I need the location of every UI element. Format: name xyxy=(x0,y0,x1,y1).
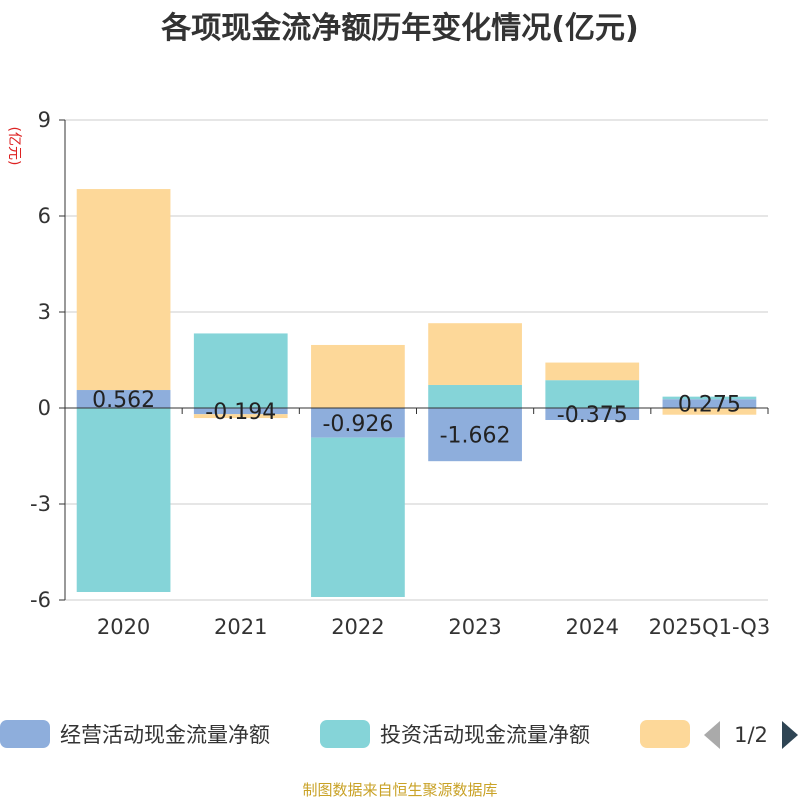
y-tick-label: 6 xyxy=(38,204,51,228)
legend: 经营活动现金流量净额 投资活动现金流量净额 1/2 xyxy=(0,720,798,749)
legend-page-indicator: 1/2 xyxy=(734,723,768,747)
bar-s1-2023 xyxy=(428,408,522,462)
x-tick-label: 2020 xyxy=(97,615,150,639)
y-tick-label: -6 xyxy=(30,588,51,612)
legend-swatch xyxy=(320,720,370,748)
x-tick-label: 2022 xyxy=(331,615,384,639)
bar-s2-2023 xyxy=(428,384,522,408)
data-label: -0.926 xyxy=(322,412,393,437)
y-tick-label: 0 xyxy=(38,396,51,420)
y-tick-label: 9 xyxy=(38,108,51,132)
source-note: 制图数据来自恒生聚源数据库 xyxy=(302,781,497,799)
bar-s3-2020 xyxy=(76,189,171,391)
bar-s1-2022 xyxy=(311,408,405,438)
bar-s1-2025Q1-Q3 xyxy=(662,399,757,408)
bars xyxy=(76,189,757,597)
data-labels: 0.562 -0.194 -0.926 -1.662 -0.375 0.275 xyxy=(92,388,741,449)
y-tick-label: -3 xyxy=(30,492,51,516)
chart-title: 各项现金流净额历年变化情况(亿元) xyxy=(160,11,638,46)
legend-swatch xyxy=(640,720,690,748)
bar-s2-2022 xyxy=(311,437,405,597)
bar-s3-2023 xyxy=(428,323,522,385)
x-tick-label: 2023 xyxy=(448,615,501,639)
prev-page-icon[interactable] xyxy=(704,721,720,749)
y-axis-ticks: 9 6 3 0 -3 -6 xyxy=(30,108,65,612)
data-label: -0.375 xyxy=(557,403,628,428)
bar-s3-2024 xyxy=(545,362,640,381)
bar-s2-2020 xyxy=(76,408,171,592)
data-label: 0.562 xyxy=(92,388,155,413)
bar-s3-2025Q1-Q3 xyxy=(662,408,757,415)
bar-s2-2021 xyxy=(193,333,288,408)
bar-s2-2024 xyxy=(545,380,640,408)
bar-s1-2020 xyxy=(76,390,171,408)
bar-s3-2022 xyxy=(311,344,405,408)
y-axis-label: (亿元) xyxy=(6,127,22,166)
x-tick-label: 2024 xyxy=(566,615,619,639)
data-label: 0.275 xyxy=(678,393,741,418)
data-label: -1.662 xyxy=(440,424,511,449)
x-tick-label: 2021 xyxy=(214,615,267,639)
legend-label: 投资活动现金流量净额 xyxy=(380,723,590,747)
legend-swatch xyxy=(0,720,50,748)
bar-s1-2021 xyxy=(193,408,288,415)
x-tick-label: 2025Q1-Q3 xyxy=(649,615,771,639)
data-label: -0.194 xyxy=(205,400,276,425)
legend-label: 经营活动现金流量净额 xyxy=(60,723,270,747)
bar-s2-2025Q1-Q3 xyxy=(662,396,757,400)
next-page-icon[interactable] xyxy=(782,721,798,749)
bar-s1-2024 xyxy=(545,408,640,420)
bar-s3-2021 xyxy=(193,414,288,419)
y-tick-label: 3 xyxy=(38,300,51,324)
x-axis-ticks: 2020 2021 2022 2023 2024 2025Q1-Q3 xyxy=(97,408,770,639)
